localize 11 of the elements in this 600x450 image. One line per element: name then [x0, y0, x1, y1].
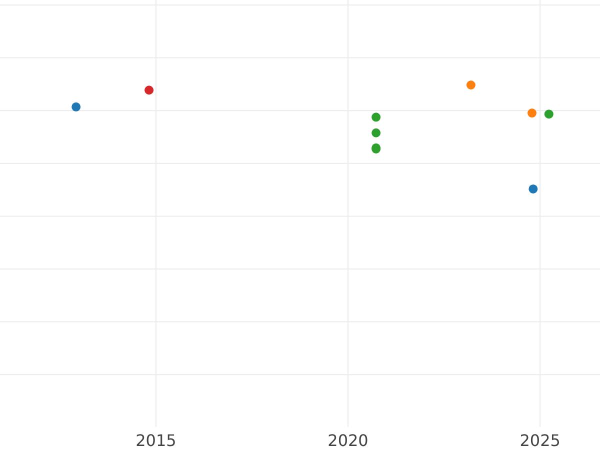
point: [466, 80, 476, 90]
x-tick-label: 2025: [520, 431, 560, 450]
x-tick-label: 2015: [136, 431, 176, 450]
point: [144, 86, 154, 95]
point: [372, 112, 381, 122]
x-tick-label: 2020: [328, 431, 368, 450]
point: [528, 108, 537, 118]
point: [372, 128, 381, 138]
point: [544, 110, 554, 119]
point: [528, 184, 538, 194]
point: [72, 102, 81, 112]
